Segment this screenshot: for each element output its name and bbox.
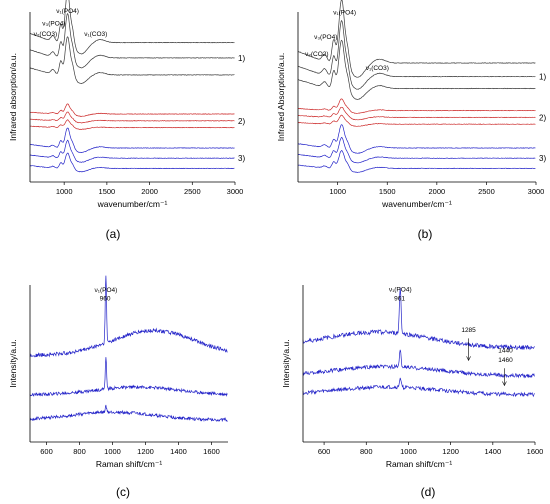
panel-caption: (d) <box>421 485 436 499</box>
x-tick-label: 2000 <box>141 187 158 196</box>
y-axis-label: Infrared absorption/a.u. <box>8 53 18 141</box>
peak-annotation: 1460 <box>498 357 513 364</box>
spectrum-trace <box>297 39 536 100</box>
spectrum-trace <box>29 404 228 423</box>
peak-annotation: 960 <box>100 296 111 303</box>
series-label: 2) <box>238 117 245 126</box>
x-tick-label: 2500 <box>478 187 495 196</box>
panel-d: 600 800 1000 1200 1400 1600 Raman shift/cm⁻¹ In… <box>281 285 543 499</box>
x-tick-label: 3000 <box>227 187 244 196</box>
spectrum-trace <box>297 0 536 78</box>
panel-caption: (c) <box>116 485 130 499</box>
x-tick-label: 1500 <box>99 187 116 196</box>
x-tick-label: 1000 <box>400 447 417 456</box>
peak-annotation: ν₂(CO3) <box>34 31 57 38</box>
spectrum-trace <box>29 139 235 163</box>
arrow-head <box>502 381 507 387</box>
spectrum-trace <box>29 36 235 84</box>
panel-caption: (b) <box>418 227 433 241</box>
panel-a: 1) 2) 3) 1000 1500 2000 2500 3000 wavenumber/cm⁻… <box>8 0 245 241</box>
peak-annotation: ν₃(PO4) <box>42 21 65 28</box>
x-tick-label: 1200 <box>442 447 459 456</box>
peak-annotation: ν₁(PO4) <box>389 286 412 293</box>
x-axis-label: Raman shift/cm⁻¹ <box>386 459 453 469</box>
peak-annotation: ν₁(CO3) <box>366 65 389 72</box>
y-axis-label: Intensity/a.u. <box>8 339 18 387</box>
x-tick-label: 600 <box>318 447 331 456</box>
peak-annotation: 1285 <box>461 327 476 334</box>
panel-c: 600 800 1000 1200 1400 1600 Raman shift/cm⁻¹ In… <box>8 275 228 499</box>
x-tick-label: 2500 <box>184 187 201 196</box>
spectrum-trace <box>298 124 536 154</box>
panel-b: 1) 2) 3) 1000 1500 2000 2500 3000 wavenumber/cm⁻… <box>276 0 546 241</box>
series-label: 1) <box>539 73 546 82</box>
spectrum-trace <box>30 119 235 130</box>
spectrum-trace <box>29 12 235 69</box>
y-axis-label: Intensity/a.u. <box>281 339 291 387</box>
x-tick-label: 1500 <box>379 187 396 196</box>
spectrum-trace <box>29 103 235 117</box>
arrow-head <box>466 356 471 362</box>
x-tick-label: 1400 <box>170 447 187 456</box>
x-axis-label: wavenumber/cm⁻¹ <box>381 199 452 209</box>
spectrum-trace <box>297 150 536 173</box>
spectrum-trace <box>302 287 535 351</box>
peak-annotation: ν₃(PO4) <box>314 34 337 41</box>
y-axis-label: Infrared Absorption/a.u. <box>276 53 286 141</box>
peak-annotation: ν₁(PO4) <box>95 287 118 294</box>
x-axis-label: Raman shift/cm⁻¹ <box>96 459 163 469</box>
peak-annotation: 961 <box>394 296 405 303</box>
x-tick-label: 800 <box>73 447 86 456</box>
x-tick-label: 600 <box>40 447 53 456</box>
x-tick-label: 1000 <box>329 187 346 196</box>
spectrum-trace <box>29 111 235 124</box>
series-label: 3) <box>539 154 546 163</box>
spectrum-trace <box>297 136 536 164</box>
x-tick-label: 1600 <box>527 447 544 456</box>
peak-annotation: ν₁(PO4) <box>56 8 79 15</box>
spectrum-trace <box>29 357 228 397</box>
x-tick-label: 3000 <box>528 187 545 196</box>
x-tick-label: 1600 <box>203 447 220 456</box>
series-label: 1) <box>238 54 245 63</box>
spectrum-trace <box>29 152 235 173</box>
spectrum-trace <box>29 275 228 358</box>
x-tick-label: 1200 <box>137 447 154 456</box>
peak-annotation: 1440 <box>498 348 513 355</box>
spectrum-trace <box>297 106 536 121</box>
panel-caption: (a) <box>106 227 121 241</box>
spectrum-trace <box>29 0 235 55</box>
spectrum-trace <box>297 98 536 114</box>
peak-annotation: ν₂(CO2) <box>305 51 328 58</box>
x-tick-label: 1400 <box>484 447 501 456</box>
peak-annotation: ν₁(CO3) <box>84 31 107 38</box>
series-label: 3) <box>238 154 245 163</box>
spectrum-trace <box>302 349 535 379</box>
peak-annotation: ν₁(PO4) <box>333 10 356 17</box>
spectrum-trace <box>302 377 535 398</box>
spectrum-trace <box>29 127 235 153</box>
series-label: 2) <box>539 113 546 122</box>
spectrum-trace <box>297 19 536 90</box>
x-tick-label: 2000 <box>428 187 445 196</box>
x-tick-label: 1000 <box>104 447 121 456</box>
x-tick-label: 1000 <box>56 187 73 196</box>
x-axis-label: wavenumber/cm⁻¹ <box>97 199 168 209</box>
x-tick-label: 800 <box>360 447 373 456</box>
spectrum-trace <box>298 114 536 127</box>
